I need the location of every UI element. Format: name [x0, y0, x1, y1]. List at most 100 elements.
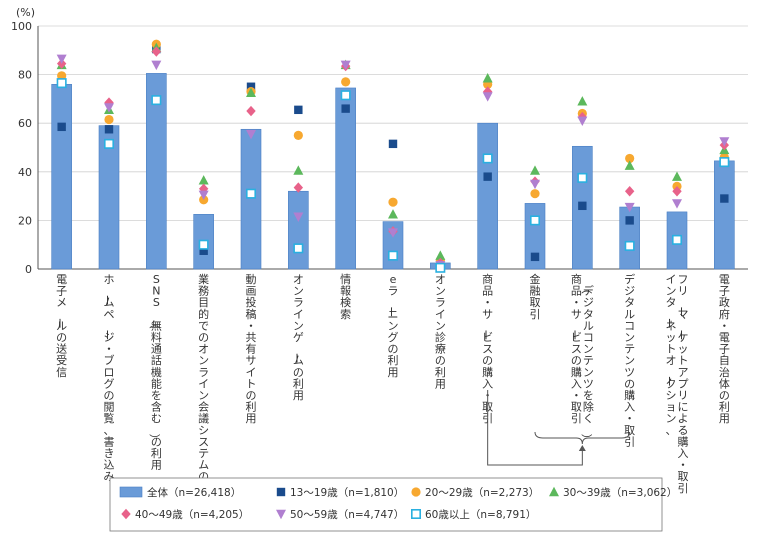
legend-item: 50～59歳（n=4,747）	[276, 509, 404, 521]
legend-swatch	[549, 486, 559, 497]
x-tick-label: 電子政府・電子自治体の利用	[719, 273, 730, 425]
marker-series-6	[293, 243, 304, 254]
y-tick-label: 80	[18, 69, 32, 82]
marker-series-6	[529, 215, 540, 226]
marker-series-1	[720, 194, 729, 203]
marker-series-6	[56, 78, 67, 89]
marker-series-4	[672, 186, 682, 197]
marker-series-4	[151, 46, 162, 57]
bar-overall	[240, 128, 262, 270]
y-axis: 0 20 40 60 80 100	[11, 20, 39, 276]
x-tick-label: 業務目的でのオンライン会議システムの利用	[198, 273, 209, 506]
x-tick-label: オンラインゲームの利用	[290, 273, 304, 402]
marker-series-5	[198, 190, 209, 201]
marker-series-6	[577, 172, 588, 183]
legend-label: 13～19歳（n=1,810）	[290, 487, 404, 499]
bar-overall	[335, 87, 356, 270]
marker-series-6	[671, 234, 682, 245]
x-tick-label-text: ホームページ・ブログの閲覧、書き込み	[101, 273, 115, 483]
marker-series-5	[246, 129, 256, 140]
legend-label: 30～39歳（n=3,062）	[563, 487, 677, 499]
x-tick-label-text: 情報検索	[340, 273, 351, 321]
marker-series-6	[198, 239, 209, 250]
legend: 全体（n=26,418） 13～19歳（n=1,810） 20～29歳（n=2,27…	[109, 477, 677, 532]
legend-item: 20～29歳（n=2,273）	[411, 487, 539, 499]
legend-label: 20～29歳（n=2,273）	[425, 487, 539, 499]
marker-series-4	[246, 105, 256, 117]
legend-swatch	[119, 486, 143, 498]
marker-series-6	[151, 95, 162, 106]
x-tick-label-text: オンライン診療の利用	[435, 273, 446, 390]
marker-series-2	[293, 130, 303, 140]
marker-series-3	[577, 96, 588, 106]
y-tick-label: 60	[18, 117, 32, 130]
x-tick-label: インターネットオークション、フリーマーケットアプリによる購入・取引	[663, 273, 689, 495]
marker-series-1	[530, 252, 540, 262]
marker-series-6	[719, 157, 730, 168]
arrow-head	[578, 445, 586, 451]
marker-series-6	[104, 138, 115, 149]
x-tick-label-text: 動画投稿・共有サイトの利用	[246, 272, 257, 425]
markers	[56, 39, 730, 273]
y-unit-label: (%)	[16, 6, 35, 19]
legend-item: 13～19歳（n=1,810）	[276, 487, 404, 499]
x-tick-label-text: 電子政府・電子自治体の利用	[719, 273, 730, 425]
marker-series-1	[483, 172, 492, 181]
marker-series-5	[388, 228, 398, 238]
x-tick-label: 情報検索	[340, 273, 351, 321]
marker-series-5	[482, 92, 493, 102]
legend-box	[109, 477, 663, 532]
legend-item: 全体（n=26,418）	[119, 486, 241, 499]
marker-series-1	[246, 82, 256, 91]
x-tick-label: ホームページ・ブログの閲覧、書き込み	[101, 273, 115, 483]
x-tick-label-text: 金融取引	[530, 272, 541, 321]
marker-series-2	[625, 153, 635, 164]
x-tick-label: デジタルコンテンツの購入・取引	[624, 272, 635, 448]
bar-overall	[714, 160, 735, 270]
x-tick-label-text: e ラーニングの利用	[385, 273, 399, 379]
legend-label: 全体（n=26,418）	[147, 486, 241, 499]
legend-label: 60歳以上（n=8,791）	[425, 509, 536, 521]
x-tick-label: e ラーニングの利用	[385, 273, 399, 379]
marker-series-2	[388, 197, 398, 207]
x-tick-label: 商品・サービスの購入・取引	[479, 272, 493, 425]
x-tick-label-text: デジタルコンテンツの購入・取引	[624, 272, 635, 448]
legend-swatch	[276, 487, 286, 497]
marker-series-1	[57, 122, 66, 132]
marker-series-1	[625, 216, 634, 225]
marker-series-5	[151, 60, 162, 71]
marker-series-3	[198, 175, 209, 185]
marker-series-5	[104, 103, 114, 113]
marker-series-6	[624, 240, 635, 251]
marker-series-5	[672, 199, 682, 209]
y-tick-label: 100	[11, 20, 32, 33]
y-tick-label: 40	[18, 166, 32, 179]
marker-series-3	[672, 171, 682, 181]
x-tick-label-text: 商品・サービスの購入・取引	[568, 272, 582, 425]
marker-series-4	[104, 97, 114, 108]
marker-series-6	[387, 250, 398, 261]
x-tick-label: 電子メールの送受信	[53, 273, 67, 379]
marker-series-1	[104, 125, 114, 134]
marker-series-5	[624, 202, 635, 213]
x-tick-label: 商品・サービスの購入・取引（デジタルコンテンツを除く）	[568, 272, 594, 445]
y-tick-label: 20	[18, 214, 32, 227]
marker-series-3	[482, 73, 493, 83]
bar-overall	[477, 122, 498, 270]
category-labels: 電子メールの送受信 ホームページ・ブログの閲覧、書き込み S N S （無料通話機能を含む…	[53, 272, 730, 506]
connector-line	[487, 390, 583, 466]
x-tick-label-text: インターネットオークション、	[663, 273, 677, 437]
legend-item: 60歳以上（n=8,791）	[410, 508, 536, 521]
x-tick-label-text: （デジタルコンテンツを除く）	[580, 283, 594, 445]
marker-series-3	[435, 250, 446, 260]
marker-series-3	[624, 160, 635, 170]
x-tick-label-text: S N S （無料通話機能を含む）の利用	[148, 273, 162, 472]
marker-series-3	[530, 165, 540, 175]
marker-series-4	[293, 182, 304, 193]
x-tick-label-text: フリーマーケットアプリによる購入・取引	[675, 273, 689, 495]
marker-series-4	[624, 186, 635, 197]
marker-series-1	[294, 105, 303, 115]
marker-series-5	[293, 212, 304, 222]
category-group-brace	[487, 390, 631, 466]
bar-overall	[288, 190, 309, 270]
